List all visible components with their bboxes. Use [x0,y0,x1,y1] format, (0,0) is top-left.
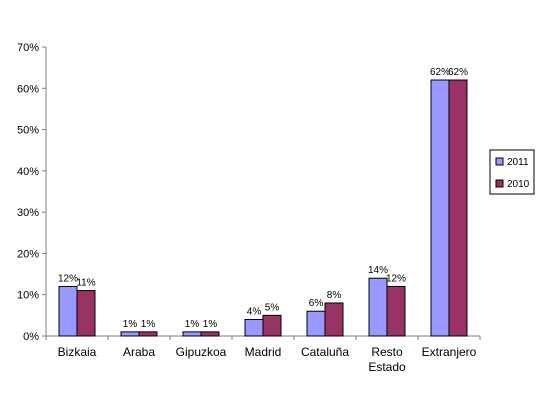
data-label: 1% [203,319,218,330]
legend: 2011 2010 [489,149,535,195]
y-tick-label: 40% [17,166,39,178]
data-label: 11% [76,278,95,289]
legend-label: 2011 [507,157,529,168]
bar-2010-1 [138,331,158,337]
y-tick-label: 70% [17,42,39,54]
data-label: 8% [327,290,342,301]
data-label: 4% [247,306,262,317]
category-labels: Bizkaia Araba Gipuzkoa Madrid Cataluña Resto E… [58,345,477,374]
data-label: 1% [185,319,200,330]
y-tick-label: 20% [17,248,39,260]
category-label: Madrid [245,345,282,359]
bar-2010-4 [324,302,344,337]
category-label: Resto Estado [368,345,406,374]
bar-2011-2 [182,331,202,337]
category-label-line: Bizkaia [58,345,97,359]
category-label-line: Estado [368,360,406,374]
y-tick-label: 50% [17,125,39,137]
category-label: Extranjero [422,345,477,359]
y-tick-label: 0% [23,331,39,343]
data-label: 14% [368,265,388,276]
data-label: 6% [309,298,324,309]
category-label: Gipuzkoa [176,345,227,359]
data-label: 12% [386,273,406,284]
category-label: Bizkaia [58,345,97,359]
category-label-line: Araba [123,345,155,359]
legend-label: 2010 [507,179,530,190]
bar-2011-0 [58,285,78,337]
data-label: 1% [123,319,138,330]
bar-2010-2 [200,331,220,337]
legend-swatch [495,179,504,188]
bar-2010-5 [386,285,406,337]
y-ticks: 0% 10% 20% 30% 40% 50% 60% 70% [17,42,46,343]
data-label: 1% [141,319,156,330]
axes [45,47,481,340]
data-label: 12% [58,273,78,284]
bars [58,79,468,337]
category-label-line: Extranjero [422,345,477,359]
category-label-line: Madrid [245,345,282,359]
bar-2011-4 [306,310,326,337]
data-label: 5% [265,302,280,313]
bar-2010-3 [262,314,282,337]
bar-2011-1 [120,331,140,337]
data-label: 62% [448,67,468,78]
category-label-line: Cataluña [301,345,349,359]
bar-2010-0 [76,290,96,337]
category-label-line: Gipuzkoa [176,345,227,359]
y-tick-label: 10% [17,290,39,302]
y-tick-label: 30% [17,207,39,219]
category-label-line: Resto [371,345,403,359]
data-label: 62% [430,67,450,78]
legend-swatch [495,157,504,166]
bar-2010-6 [448,79,468,337]
bar-2011-3 [244,318,264,337]
category-label: Cataluña [301,345,349,359]
category-label: Araba [123,345,155,359]
y-tick-label: 60% [17,83,39,95]
bar-2011-6 [430,79,450,337]
bar-2011-5 [368,277,388,337]
data-labels: 12%11%1% 1% 1% 1%4% 5% 6%8%14%12%62%62% [58,67,468,330]
